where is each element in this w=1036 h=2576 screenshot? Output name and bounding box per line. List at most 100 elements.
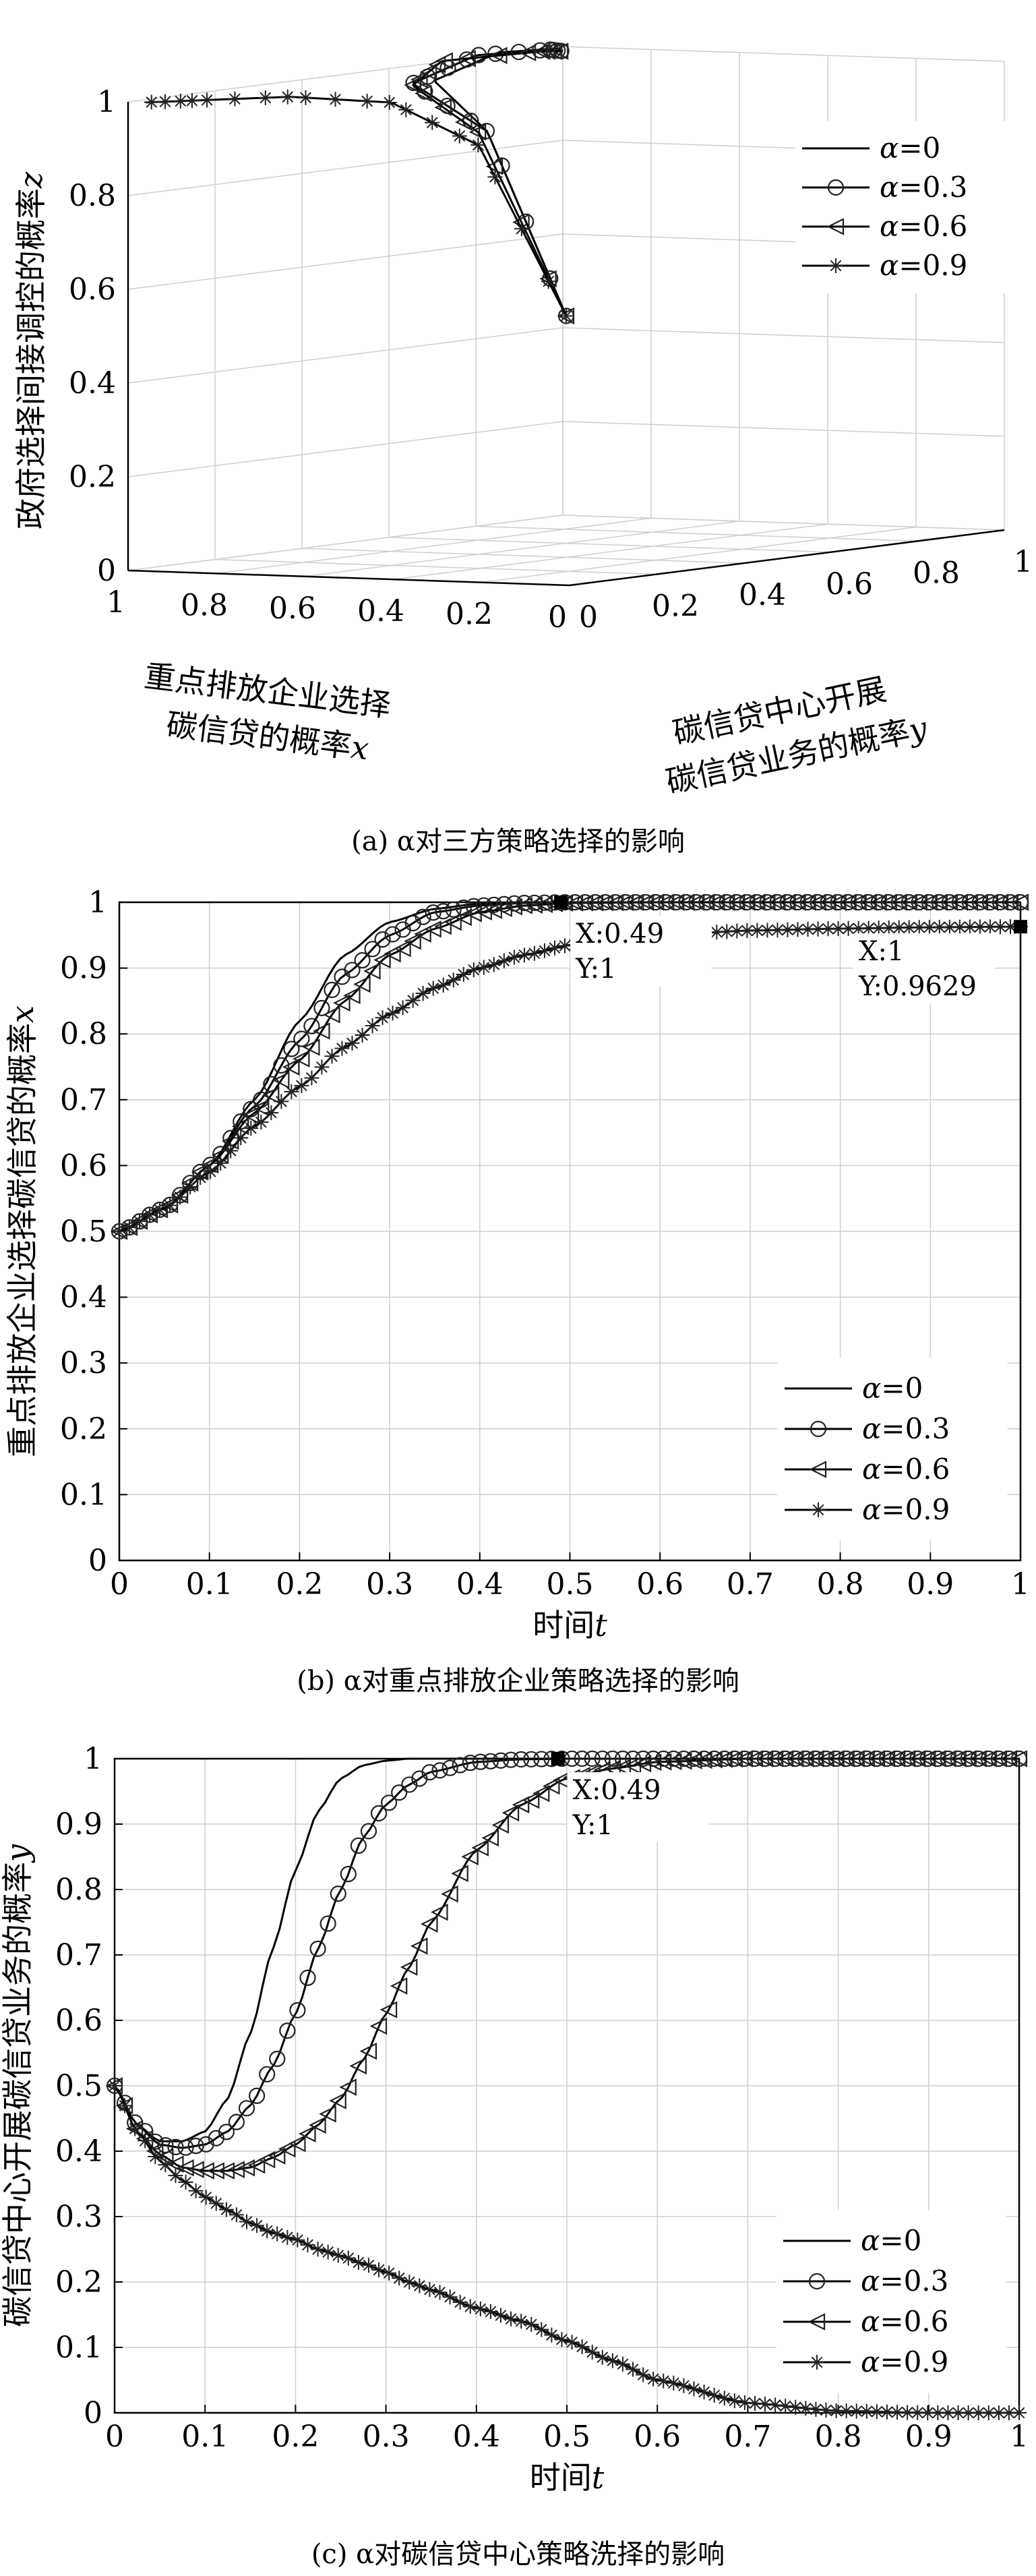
y-axis-label: 碳信贷中心开展碳信贷业务的概率y xyxy=(0,1844,36,2327)
y-tick-label: 0.4 xyxy=(55,2134,102,2169)
data-point xyxy=(454,113,473,131)
data-point xyxy=(537,943,552,958)
data-point xyxy=(475,903,492,920)
label-part: =0.3 xyxy=(898,171,967,204)
legend-entry: α=0 xyxy=(880,131,940,165)
data-point xyxy=(496,953,512,968)
data-point xyxy=(566,894,584,912)
data-point xyxy=(806,1750,824,1767)
data-point xyxy=(299,2125,316,2143)
data-point xyxy=(280,89,295,105)
y-tick-label: 0.6 xyxy=(60,1148,107,1183)
data-point xyxy=(748,894,766,911)
label-part: t xyxy=(592,2459,605,2496)
y-tick-label: 0.3 xyxy=(55,2200,102,2234)
data-point xyxy=(991,2405,1006,2420)
datatip-y: Y:1 xyxy=(572,1810,613,1841)
label-part: =0 xyxy=(881,1372,923,1405)
data-point xyxy=(900,894,917,911)
data-point xyxy=(901,920,917,935)
data-point xyxy=(112,1224,127,1239)
datatip-marker xyxy=(554,896,568,909)
label-part: x xyxy=(349,729,371,767)
data-point xyxy=(908,1750,926,1767)
data-point xyxy=(911,920,927,935)
data-point xyxy=(828,2403,844,2418)
data-point xyxy=(768,2397,783,2413)
data-point xyxy=(381,1794,398,1811)
grid-wall-left-h xyxy=(127,421,563,477)
data-point xyxy=(657,894,675,911)
data-point xyxy=(148,2149,163,2165)
z-tick-label: 0.2 xyxy=(69,460,116,494)
series-line xyxy=(146,96,568,317)
data-point xyxy=(992,919,1008,935)
data-point xyxy=(264,1105,279,1121)
data-point xyxy=(523,1751,540,1767)
data-point xyxy=(269,2050,286,2068)
data-point xyxy=(382,2265,397,2281)
data-point xyxy=(959,1750,977,1767)
data-point xyxy=(208,2196,224,2211)
data-point xyxy=(313,999,330,1016)
data-point xyxy=(664,1753,682,1771)
data-point xyxy=(789,894,806,911)
data-point xyxy=(535,896,553,914)
data-point xyxy=(685,1752,702,1769)
data-point xyxy=(1011,894,1029,911)
data-point xyxy=(717,894,735,911)
data-point xyxy=(138,2133,153,2148)
data-point xyxy=(454,908,472,927)
data-point xyxy=(162,1198,178,1213)
data-point xyxy=(309,1940,326,1957)
label-part: =0.9 xyxy=(898,249,967,282)
data-point xyxy=(177,2139,194,2156)
data-point xyxy=(279,2022,296,2039)
legend-entry: α=0.9 xyxy=(862,1493,950,1526)
data-point xyxy=(379,2001,398,2019)
data-point xyxy=(127,2121,143,2136)
x-tick-label: 0.1 xyxy=(186,1567,233,1602)
data-point xyxy=(737,2395,752,2410)
x-tick-label: 0.4 xyxy=(456,1567,504,1602)
data-point xyxy=(452,1757,468,1774)
data-point xyxy=(158,94,173,109)
data-point xyxy=(249,2087,266,2104)
data-point xyxy=(920,894,938,911)
data-point xyxy=(247,2156,266,2174)
data-point xyxy=(758,894,776,911)
y-tick-label: 1 xyxy=(84,1742,102,1776)
data-point xyxy=(364,941,381,958)
x-tick-label: 0.6 xyxy=(269,591,316,626)
data-point xyxy=(173,93,188,109)
data-point xyxy=(952,919,967,935)
data-point xyxy=(861,920,876,936)
data-point xyxy=(717,2391,732,2406)
data-point xyxy=(487,169,503,185)
label-part: 重点排放企业选择碳信贷的概率 xyxy=(4,1023,40,1457)
y-tick-label: 1 xyxy=(1014,545,1033,579)
x-tick-label: 0.5 xyxy=(547,1567,594,1602)
data-point xyxy=(626,2362,641,2377)
data-point xyxy=(979,1750,997,1767)
data-point xyxy=(524,2316,539,2332)
label-part: α xyxy=(862,1412,881,1445)
data-point xyxy=(707,894,725,911)
data-point xyxy=(768,894,786,911)
data-point xyxy=(184,93,200,109)
data-point xyxy=(218,2202,234,2217)
data-point xyxy=(330,1885,346,1902)
data-point xyxy=(446,972,461,988)
data-point xyxy=(468,123,487,141)
y-tick-label: 0.5 xyxy=(60,1214,107,1249)
x-tick-label: 0.9 xyxy=(907,1567,954,1602)
label-part: α xyxy=(861,2264,880,2297)
data-point xyxy=(534,2322,549,2337)
data-point xyxy=(339,2078,357,2096)
data-point xyxy=(280,2229,295,2245)
z-tick-label: 0.6 xyxy=(69,272,116,307)
data-point xyxy=(207,2162,224,2179)
data-point xyxy=(674,1752,692,1770)
data-point xyxy=(729,923,745,939)
data-point xyxy=(213,1155,228,1171)
